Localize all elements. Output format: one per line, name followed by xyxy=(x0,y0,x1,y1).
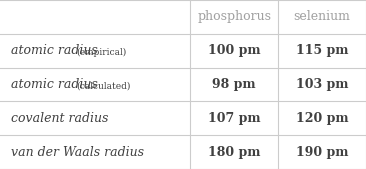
Text: 100 pm: 100 pm xyxy=(208,44,261,57)
Text: covalent radius: covalent radius xyxy=(11,112,108,125)
Text: 103 pm: 103 pm xyxy=(296,78,348,91)
Text: (empirical): (empirical) xyxy=(76,48,127,57)
Text: selenium: selenium xyxy=(294,10,351,23)
Text: phosphorus: phosphorus xyxy=(197,10,271,23)
Text: 107 pm: 107 pm xyxy=(208,112,261,125)
Text: 98 pm: 98 pm xyxy=(212,78,256,91)
Text: atomic radius: atomic radius xyxy=(11,44,98,57)
Text: (calculated): (calculated) xyxy=(76,82,131,91)
Text: 190 pm: 190 pm xyxy=(296,146,348,159)
Text: van der Waals radius: van der Waals radius xyxy=(11,146,144,159)
Text: atomic radius: atomic radius xyxy=(11,78,98,91)
Text: 120 pm: 120 pm xyxy=(296,112,348,125)
Text: 180 pm: 180 pm xyxy=(208,146,261,159)
Text: 115 pm: 115 pm xyxy=(296,44,348,57)
